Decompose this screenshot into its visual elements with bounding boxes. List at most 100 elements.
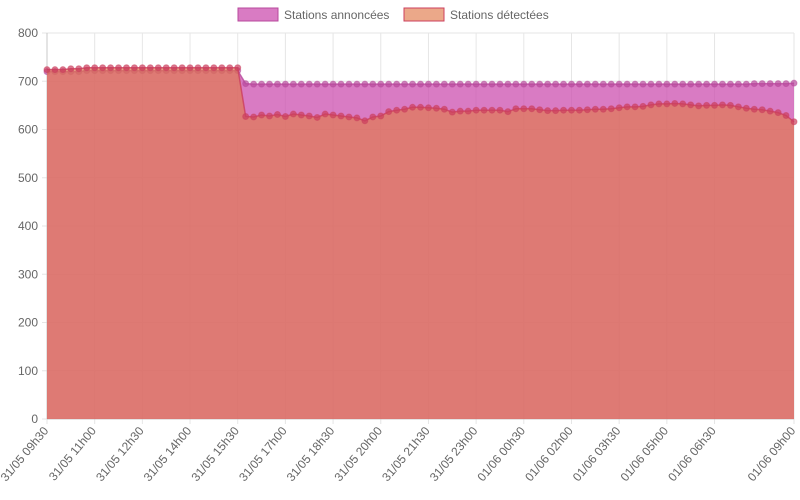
- data-point-detected[interactable]: [401, 105, 409, 113]
- data-point-detected[interactable]: [424, 104, 432, 112]
- data-point-announced[interactable]: [345, 80, 353, 88]
- data-point-announced[interactable]: [560, 80, 568, 88]
- data-point-detected[interactable]: [43, 66, 51, 74]
- data-point-detected[interactable]: [281, 112, 289, 120]
- data-point-announced[interactable]: [766, 80, 774, 88]
- data-point-announced[interactable]: [266, 80, 274, 88]
- data-point-detected[interactable]: [194, 64, 202, 72]
- data-point-detected[interactable]: [210, 64, 218, 72]
- data-point-detected[interactable]: [273, 111, 281, 119]
- data-point-announced[interactable]: [409, 80, 417, 88]
- data-point-detected[interactable]: [242, 112, 250, 120]
- data-point-detected[interactable]: [122, 64, 130, 72]
- data-point-detected[interactable]: [583, 106, 591, 114]
- data-point-announced[interactable]: [615, 80, 623, 88]
- data-point-detected[interactable]: [528, 105, 536, 113]
- data-point-detected[interactable]: [83, 64, 91, 72]
- data-point-detected[interactable]: [774, 109, 782, 117]
- data-point-detected[interactable]: [266, 112, 274, 120]
- data-point-announced[interactable]: [552, 80, 560, 88]
- data-point-announced[interactable]: [353, 80, 361, 88]
- data-point-detected[interactable]: [472, 106, 480, 114]
- data-point-announced[interactable]: [313, 80, 321, 88]
- data-point-detected[interactable]: [512, 105, 520, 113]
- data-point-announced[interactable]: [361, 80, 369, 88]
- data-point-detected[interactable]: [329, 111, 337, 119]
- data-point-announced[interactable]: [512, 80, 520, 88]
- data-point-announced[interactable]: [631, 80, 639, 88]
- data-point-detected[interactable]: [591, 105, 599, 113]
- data-point-announced[interactable]: [671, 80, 679, 88]
- data-point-detected[interactable]: [393, 106, 401, 114]
- data-point-detected[interactable]: [146, 64, 154, 72]
- data-point-announced[interactable]: [337, 80, 345, 88]
- data-point-announced[interactable]: [377, 80, 385, 88]
- data-point-detected[interactable]: [687, 101, 695, 109]
- data-point-announced[interactable]: [695, 80, 703, 88]
- data-point-detected[interactable]: [115, 64, 123, 72]
- data-point-detected[interactable]: [361, 117, 369, 125]
- data-point-detected[interactable]: [409, 103, 417, 111]
- data-point-detected[interactable]: [337, 112, 345, 120]
- data-point-announced[interactable]: [782, 80, 790, 88]
- data-point-announced[interactable]: [520, 80, 528, 88]
- data-point-detected[interactable]: [766, 107, 774, 115]
- data-point-announced[interactable]: [790, 79, 798, 87]
- data-point-detected[interactable]: [377, 112, 385, 120]
- data-point-detected[interactable]: [623, 103, 631, 111]
- data-point-announced[interactable]: [281, 80, 289, 88]
- data-point-detected[interactable]: [75, 65, 83, 73]
- data-point-detected[interactable]: [552, 107, 560, 115]
- data-point-announced[interactable]: [496, 80, 504, 88]
- data-point-announced[interactable]: [401, 80, 409, 88]
- legend-item-announced[interactable]: Stations annoncées: [237, 7, 389, 22]
- data-point-announced[interactable]: [647, 80, 655, 88]
- data-point-detected[interactable]: [758, 106, 766, 114]
- data-point-detected[interactable]: [726, 101, 734, 109]
- data-point-detected[interactable]: [631, 103, 639, 111]
- data-point-announced[interactable]: [774, 80, 782, 88]
- data-point-detected[interactable]: [504, 108, 512, 116]
- data-point-detected[interactable]: [385, 108, 393, 116]
- data-point-detected[interactable]: [107, 64, 115, 72]
- data-point-announced[interactable]: [448, 80, 456, 88]
- data-point-detected[interactable]: [711, 101, 719, 109]
- data-point-detected[interactable]: [250, 113, 258, 121]
- data-point-detected[interactable]: [289, 110, 297, 118]
- data-point-detected[interactable]: [790, 118, 798, 126]
- data-point-announced[interactable]: [273, 80, 281, 88]
- data-point-detected[interactable]: [59, 66, 67, 74]
- data-point-announced[interactable]: [639, 80, 647, 88]
- data-point-detected[interactable]: [234, 64, 242, 72]
- data-point-announced[interactable]: [369, 80, 377, 88]
- data-point-announced[interactable]: [329, 80, 337, 88]
- data-point-detected[interactable]: [536, 106, 544, 114]
- data-point-detected[interactable]: [202, 64, 210, 72]
- data-point-detected[interactable]: [91, 64, 99, 72]
- data-point-detected[interactable]: [448, 108, 456, 116]
- data-point-detected[interactable]: [99, 64, 107, 72]
- data-point-detected[interactable]: [655, 100, 663, 108]
- data-point-detected[interactable]: [560, 106, 568, 114]
- data-point-detected[interactable]: [567, 106, 575, 114]
- data-point-announced[interactable]: [536, 80, 544, 88]
- data-point-detected[interactable]: [226, 64, 234, 72]
- data-point-announced[interactable]: [734, 80, 742, 88]
- data-point-detected[interactable]: [615, 104, 623, 112]
- data-point-announced[interactable]: [742, 80, 750, 88]
- data-point-detected[interactable]: [663, 100, 671, 108]
- data-point-detected[interactable]: [575, 106, 583, 114]
- data-point-announced[interactable]: [575, 80, 583, 88]
- data-point-detected[interactable]: [218, 64, 226, 72]
- data-point-detected[interactable]: [313, 113, 321, 121]
- data-point-announced[interactable]: [687, 80, 695, 88]
- data-point-detected[interactable]: [544, 107, 552, 115]
- data-point-announced[interactable]: [591, 80, 599, 88]
- data-point-detected[interactable]: [671, 99, 679, 107]
- data-point-detected[interactable]: [464, 107, 472, 115]
- data-point-detected[interactable]: [305, 112, 313, 120]
- data-point-announced[interactable]: [544, 80, 552, 88]
- data-point-detected[interactable]: [417, 103, 424, 111]
- data-point-detected[interactable]: [162, 64, 170, 72]
- data-point-announced[interactable]: [655, 80, 663, 88]
